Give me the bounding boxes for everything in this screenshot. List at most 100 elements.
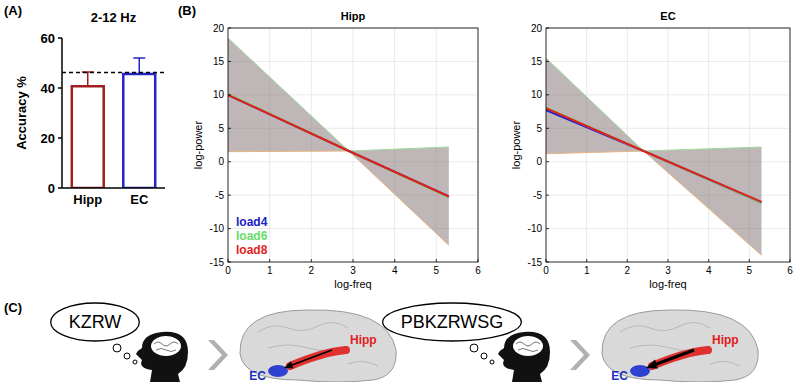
head-icon: [136, 332, 188, 382]
grid-line: [708, 28, 709, 262]
x-tick: [790, 259, 791, 262]
y-tick: [546, 94, 549, 95]
y-tick: [546, 262, 549, 263]
head-brain: [513, 336, 543, 356]
region-label: Hipp: [350, 333, 377, 347]
thought-text: KZRW: [69, 312, 122, 332]
ec-region: [630, 365, 650, 377]
x-tick: [708, 259, 709, 262]
thought-dot: [113, 344, 121, 352]
series-line: [228, 95, 449, 197]
thought-dot: [133, 360, 137, 364]
x-tick: [394, 259, 395, 262]
legend-entry: load6: [236, 229, 268, 243]
x-tick: [546, 259, 547, 262]
brain-outline: [602, 310, 758, 382]
y-tick-label: -15: [210, 257, 225, 268]
chart-title: EC: [660, 10, 675, 22]
bar: [123, 74, 155, 188]
bar: [72, 86, 104, 188]
x-axis-label: log-freq: [649, 278, 686, 290]
x-tick: [478, 259, 479, 262]
series-line: [228, 95, 449, 197]
y-tick-label: 0: [536, 156, 542, 167]
x-tick: [353, 259, 354, 262]
x-tick-label: EC: [130, 192, 149, 207]
x-tick-label: 1: [584, 265, 590, 276]
y-tick: [228, 228, 231, 229]
band-area: [546, 58, 762, 255]
x-tick-label: 2: [625, 265, 631, 276]
region-label: EC: [249, 369, 266, 382]
brain-gyri: [258, 322, 378, 366]
y-tick: [228, 195, 231, 196]
x-tick-label: 1: [267, 265, 273, 276]
band-upper-edge: [546, 58, 762, 151]
plot-area: [228, 38, 449, 245]
hippocampus-region: [290, 350, 346, 366]
panel-label: (B): [178, 3, 196, 18]
y-tick-label: 60: [41, 31, 55, 46]
y-tick-label: -10: [210, 223, 225, 234]
y-axis-label: Accuracy %: [14, 76, 29, 150]
thought-dot: [470, 344, 478, 352]
thought-dot: [490, 360, 494, 364]
x-tick: [228, 259, 229, 262]
x-tick: [311, 259, 312, 262]
x-tick-label: 6: [475, 265, 481, 276]
y-tick-label: 20: [213, 23, 225, 34]
y-tick-label: 10: [213, 89, 225, 100]
plot-area: [546, 58, 762, 255]
x-tick: [627, 259, 628, 262]
x-tick: [668, 259, 669, 262]
arrow-head: [284, 361, 293, 368]
error-bar: [139, 58, 141, 74]
x-tick: [749, 259, 750, 262]
thought-dot: [481, 353, 487, 359]
y-tick: [58, 37, 62, 39]
region-label: Hipp: [712, 333, 739, 347]
y-tick: [228, 94, 231, 95]
y-tick-label: 15: [531, 56, 543, 67]
x-tick-label: Hipp: [73, 192, 102, 207]
y-axis-line: [61, 38, 63, 188]
x-tick-label: 4: [392, 265, 398, 276]
y-tick-label: 5: [536, 123, 542, 134]
y-tick: [228, 161, 231, 162]
brain-folds: [154, 342, 178, 352]
series-line: [546, 108, 762, 203]
plot-area: [62, 58, 165, 188]
arrow-shaft: [292, 350, 332, 365]
grid-line: [546, 61, 790, 62]
error-cap: [133, 57, 145, 59]
x-tick: [269, 259, 270, 262]
y-tick-label: -10: [528, 223, 543, 234]
x-tick-label: 3: [350, 265, 356, 276]
band-upper-edge: [228, 38, 449, 151]
head-brain: [151, 336, 181, 356]
x-tick-label: 0: [225, 265, 231, 276]
y-tick: [58, 137, 62, 139]
y-tick: [58, 187, 62, 189]
grid-line: [228, 61, 478, 62]
head-icon: [498, 332, 550, 382]
x-tick-label: 2: [309, 265, 315, 276]
brain-outline: [240, 310, 396, 382]
x-tick-label: 5: [747, 265, 753, 276]
y-tick-label: -5: [533, 190, 542, 201]
y-tick: [546, 195, 549, 196]
brain-gyri: [620, 322, 740, 366]
y-tick: [546, 28, 549, 29]
series-line: [228, 94, 449, 197]
band-area: [228, 38, 449, 245]
y-tick: [58, 87, 62, 89]
brain-folds: [516, 342, 540, 352]
legend-entry: load4: [236, 215, 268, 229]
y-axis-label: log-power: [510, 121, 522, 170]
thought-text: PBKZRWSG: [401, 312, 504, 332]
chart-title: Hipp: [341, 10, 366, 22]
x-tick: [586, 259, 587, 262]
y-tick: [228, 128, 231, 129]
y-tick-label: 10: [531, 89, 543, 100]
panel-label: (A): [4, 3, 22, 18]
